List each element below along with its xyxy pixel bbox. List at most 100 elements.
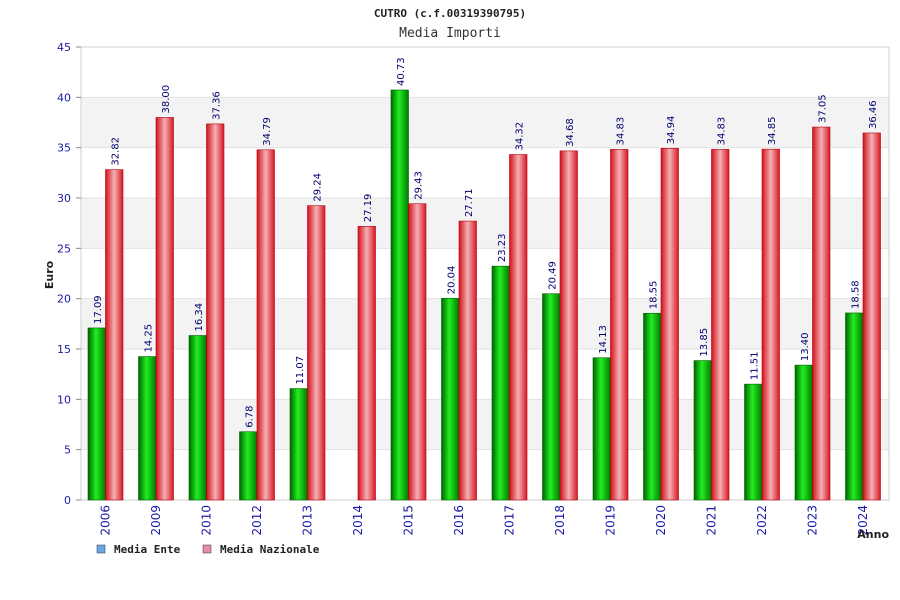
- y-tick-label: 10: [57, 393, 71, 406]
- bar-media-nazionale: [256, 149, 275, 501]
- bar-media-ente: [693, 360, 712, 501]
- x-tick-label: 2010: [200, 505, 214, 536]
- x-tick-label: 2009: [149, 505, 163, 536]
- bar-media-ente: [845, 312, 864, 501]
- data-label: 11.07: [295, 356, 306, 385]
- x-tick-label: 2023: [806, 505, 820, 536]
- x-tick-label: 2017: [503, 505, 517, 536]
- x-tick-label: 2022: [755, 505, 769, 536]
- legend-label-media-ente: Media Ente: [114, 543, 181, 556]
- bar-media-ente: [592, 357, 611, 501]
- x-tick-label: 2020: [654, 505, 668, 536]
- data-label: 27.19: [363, 194, 374, 223]
- data-label: 20.04: [446, 266, 457, 295]
- data-label: 29.24: [312, 173, 323, 202]
- chart-title: CUTRO (c.f.00319390795): [374, 7, 526, 20]
- x-tick-label: 2012: [250, 505, 264, 536]
- x-tick-label: 2016: [452, 505, 466, 536]
- bar-media-ente: [794, 364, 813, 501]
- y-tick-label: 20: [57, 293, 71, 306]
- bar-media-ente: [188, 335, 207, 501]
- x-tick-label: 2019: [604, 505, 618, 536]
- y-tick-label: 25: [57, 242, 71, 255]
- bar-media-nazionale: [711, 149, 730, 501]
- data-label: 20.49: [547, 261, 558, 290]
- plot-frame: [80, 46, 890, 501]
- bar-media-ente: [289, 388, 308, 501]
- chart-subtitle: Media Importi: [399, 26, 501, 41]
- data-label: 29.43: [413, 171, 424, 200]
- grid-band: [81, 47, 889, 98]
- x-tick-label: 2024: [856, 505, 870, 536]
- data-label: 36.46: [868, 100, 879, 129]
- legend-label-media-nazionale: Media Nazionale: [220, 543, 320, 556]
- y-tick-label: 5: [64, 444, 71, 457]
- data-label: 34.68: [565, 118, 576, 147]
- bar-media-ente: [390, 89, 409, 501]
- x-tick-label: 2014: [351, 505, 365, 536]
- bar-media-nazionale: [862, 132, 881, 501]
- bar-media-nazionale: [610, 149, 629, 501]
- data-label: 38.00: [161, 85, 172, 114]
- data-label: 14.25: [143, 324, 154, 353]
- bar-media-ente: [239, 431, 258, 501]
- bar-media-nazionale: [155, 117, 174, 501]
- x-tick-label: 2006: [99, 505, 113, 536]
- x-tick-label: 2013: [301, 505, 315, 536]
- y-tick-label: 30: [57, 192, 71, 205]
- data-label: 34.85: [767, 117, 778, 146]
- bar-media-nazionale: [357, 225, 376, 501]
- y-tick-label: 15: [57, 343, 71, 356]
- bar-media-nazionale: [408, 203, 427, 501]
- data-label: 27.71: [464, 188, 475, 217]
- bar-media-ente: [643, 312, 662, 501]
- y-tick-label: 0: [64, 494, 71, 507]
- data-label: 18.55: [648, 281, 659, 310]
- data-label: 14.13: [598, 325, 609, 354]
- x-axis: 2006 2009 2010 2012 2013 2014 2015 2016 2017 2018…: [99, 505, 871, 536]
- x-tick-label: 2021: [705, 505, 719, 536]
- bar-media-ente: [441, 297, 460, 501]
- data-label: 13.85: [699, 328, 710, 357]
- legend-swatch-media-ente: [96, 544, 106, 554]
- data-label: 34.94: [666, 116, 677, 145]
- bar-media-nazionale: [105, 169, 124, 501]
- data-label: 13.40: [800, 332, 811, 361]
- data-label: 16.34: [194, 303, 205, 332]
- data-label: 17.09: [93, 295, 104, 324]
- bars-layer: [87, 89, 881, 501]
- x-axis-label: Anno: [857, 528, 889, 541]
- y-axis: 0 5 10 15 20 25 30 35 40 45: [57, 41, 81, 507]
- data-label: 23.23: [497, 234, 508, 263]
- bar-media-nazionale: [307, 205, 326, 501]
- bar-media-ente: [138, 356, 157, 501]
- data-label: 40.73: [396, 57, 407, 86]
- x-tick-label: 2015: [402, 505, 416, 536]
- bar-media-nazionale: [206, 123, 225, 501]
- bar-media-ente: [542, 293, 561, 501]
- data-label: 37.05: [817, 94, 828, 123]
- y-tick-label: 45: [57, 41, 71, 54]
- data-label: 11.51: [749, 351, 760, 380]
- data-label: 34.32: [514, 122, 525, 151]
- y-tick-label: 35: [57, 142, 71, 155]
- data-label: 32.82: [110, 137, 121, 166]
- legend-swatch-media-nazionale: [202, 544, 212, 554]
- data-label: 34.79: [262, 117, 273, 146]
- bar-media-nazionale: [559, 150, 578, 501]
- bar-media-ente: [87, 327, 106, 501]
- bar-media-ente: [491, 265, 510, 501]
- bar-media-nazionale: [660, 147, 679, 501]
- data-label: 18.58: [850, 280, 861, 309]
- x-tick-label: 2018: [553, 505, 567, 536]
- data-label: 37.36: [211, 91, 222, 120]
- data-label: 34.83: [615, 117, 626, 146]
- data-label: 34.83: [716, 117, 727, 146]
- data-label: 6.78: [244, 405, 255, 427]
- bar-media-nazionale: [458, 220, 477, 501]
- bar-media-nazionale: [761, 148, 780, 501]
- data-labels-layer: 17.09 32.82 14.25 38.00 16.34 37.36 6.78 34.79 1…: [93, 57, 879, 427]
- y-tick-label: 40: [57, 91, 71, 104]
- y-axis-label: Euro: [43, 260, 56, 289]
